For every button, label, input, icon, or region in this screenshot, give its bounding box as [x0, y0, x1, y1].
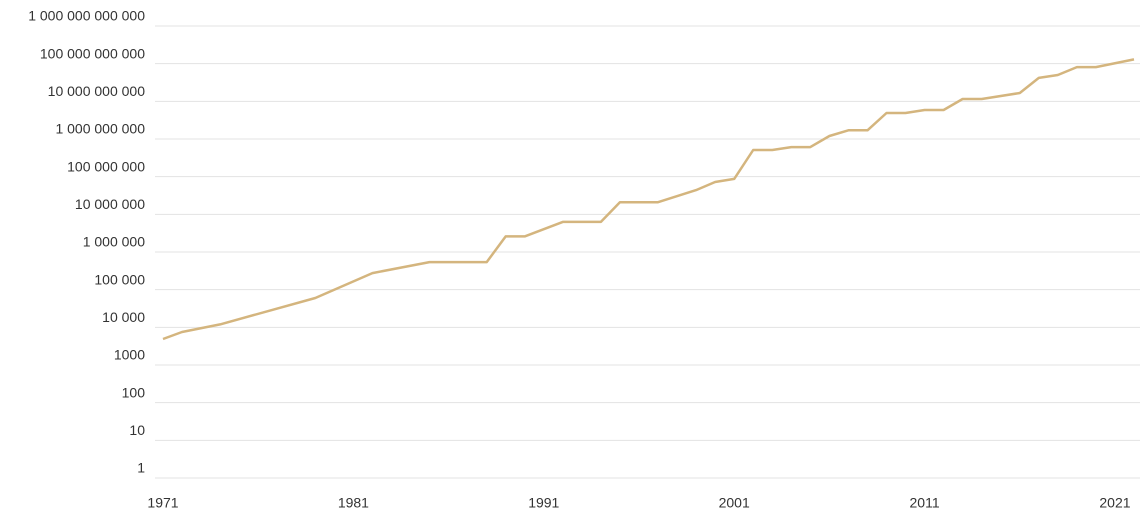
x-tick-label: 2011 [910, 495, 940, 511]
x-tick-label: 2001 [719, 495, 750, 511]
x-tick-label: 1991 [528, 495, 559, 511]
x-tick-label: 1971 [147, 495, 178, 511]
y-tick-label: 1 000 000 000 [55, 121, 145, 137]
y-tick-label: 10 [129, 422, 145, 438]
y-tick-label: 10 000 000 [75, 196, 145, 212]
y-tick-label: 100 000 000 [67, 158, 145, 174]
line [162, 58, 1135, 341]
y-tick-label: 1 000 000 [83, 234, 145, 250]
y-tick-label: 1 000 000 000 000 [28, 8, 145, 24]
y-tick-label: 100 [122, 384, 146, 400]
y-tick-label: 1000 [114, 347, 145, 363]
y-tick-label: 10 000 000 000 [48, 83, 146, 99]
x-tick-label: 2021 [1099, 495, 1130, 511]
y-tick-label: 100 000 [94, 271, 145, 287]
y-tick-label: 1 [137, 460, 145, 476]
x-tick-label: 1981 [338, 495, 369, 511]
y-tick-label: 100 000 000 000 [40, 45, 145, 61]
y-tick-label: 10 000 [102, 309, 145, 325]
